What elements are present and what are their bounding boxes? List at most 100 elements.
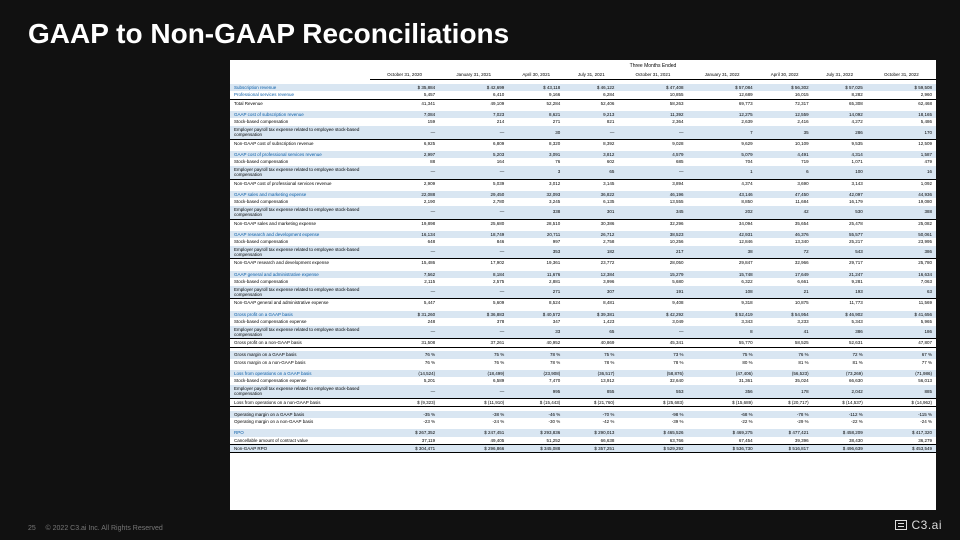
cell-value: 76 %: [370, 351, 439, 358]
column-header: July 31, 2022: [813, 70, 867, 80]
cell-value: 15,279: [618, 271, 687, 278]
cell-value: 553: [618, 385, 687, 398]
cell-value: 12,689: [688, 91, 757, 99]
cell-value: 2,364: [618, 118, 687, 125]
logo-text: C3.ai: [911, 518, 942, 532]
cell-value: 9,629: [688, 139, 757, 147]
cell-value: 21: [757, 286, 813, 299]
cell-value: 29,847: [688, 259, 757, 267]
cell-value: $ 40,572: [508, 311, 564, 318]
cell-value: 4,491: [757, 151, 813, 158]
cell-value: —: [439, 126, 508, 139]
row-label: Loss from operations on a non-GAAP basis: [230, 398, 370, 406]
cell-value: 386: [813, 326, 867, 339]
cell-value: $ 267,352: [370, 429, 439, 436]
cell-value: 7,063: [867, 278, 936, 285]
table-row: Gross margin on a non-GAAP basis76 %76 %…: [230, 359, 936, 366]
cell-value: $ 36,883: [439, 311, 508, 318]
cell-value: 1,071: [813, 158, 867, 165]
cell-value: 8,621: [508, 111, 564, 118]
logo-icon: [895, 520, 907, 530]
page-number: 25: [28, 525, 36, 532]
cell-value: 76 %: [439, 359, 508, 366]
cell-value: 75 %: [688, 351, 757, 358]
cell-value: 22,088: [370, 191, 439, 198]
cell-value: 63,766: [618, 437, 687, 445]
row-label: Employer payroll tax expense related to …: [230, 246, 370, 259]
cell-value: 2,575: [439, 278, 508, 285]
cell-value: 271: [508, 286, 564, 299]
row-label: GAAP general and administrative expense: [230, 271, 370, 278]
cell-value: 77 %: [867, 359, 936, 366]
table-row: GAAP cost of subscription revenue7,0847,…: [230, 111, 936, 118]
cell-value: $ 465,526: [618, 429, 687, 436]
row-label: Total Revenue: [230, 99, 370, 107]
cell-value: 16,134: [370, 231, 439, 238]
cell-value: 9,028: [618, 139, 687, 147]
cell-value: 6: [757, 166, 813, 179]
cell-value: 17,649: [757, 271, 813, 278]
cell-value: 885: [867, 385, 936, 398]
cell-value: 193: [813, 286, 867, 299]
cell-value: 8,392: [564, 139, 618, 147]
cell-value: 170: [867, 126, 936, 139]
cell-value: 14,092: [813, 111, 867, 118]
row-label: Stock-based compensation: [230, 158, 370, 165]
cell-value: $ (15,689): [688, 398, 757, 406]
cell-value: 32,966: [757, 259, 813, 267]
cell-value: —: [439, 286, 508, 299]
cell-value: 65: [564, 326, 618, 339]
cell-value: 347: [508, 318, 564, 325]
cell-value: $ 296,866: [439, 445, 508, 453]
cell-value: 31,508: [370, 339, 439, 347]
cell-value: 76 %: [757, 351, 813, 358]
cell-value: $ 59,508: [867, 84, 936, 91]
row-label: Loss from operations on a GAAP basis: [230, 370, 370, 377]
cell-value: 39,396: [757, 437, 813, 445]
cell-value: —: [439, 206, 508, 219]
cell-value: $ 529,292: [618, 445, 687, 453]
cell-value: —: [618, 166, 687, 179]
cell-value: $ 57,084: [688, 84, 757, 91]
cell-value: -39 %: [618, 418, 687, 425]
cell-value: 2,997: [370, 151, 439, 158]
cell-value: 543: [813, 246, 867, 259]
cell-value: 30: [508, 126, 564, 139]
cell-value: 76: [508, 158, 564, 165]
cell-value: -38 %: [439, 411, 508, 418]
cell-value: —: [439, 385, 508, 398]
cell-value: 41,341: [370, 99, 439, 107]
cell-value: 6,661: [757, 278, 813, 285]
cell-value: $ 345,088: [508, 445, 564, 453]
cell-value: 19,898: [370, 219, 439, 227]
cell-value: —: [370, 246, 439, 259]
cell-value: 8,850: [688, 198, 757, 205]
cell-value: 6,135: [564, 198, 618, 205]
cell-value: 36,822: [564, 191, 618, 198]
table-row: Gross profit on a GAAP basis$ 31,260$ 36…: [230, 311, 936, 318]
cell-value: 3,812: [564, 151, 618, 158]
cell-value: $ 39,381: [564, 311, 618, 318]
cell-value: 17,902: [439, 259, 508, 267]
table-row: Stock-based compensation8816476602685704…: [230, 158, 936, 165]
cell-value: 9,535: [813, 139, 867, 147]
cell-value: 10,875: [757, 299, 813, 307]
cell-value: 63: [867, 286, 936, 299]
cell-value: 3,690: [757, 179, 813, 187]
cell-value: 3,233: [757, 318, 813, 325]
cell-value: -115 %: [867, 411, 936, 418]
cell-value: 44,936: [867, 191, 936, 198]
cell-value: 248: [370, 318, 439, 325]
cell-value: 3,143: [813, 179, 867, 187]
cell-value: 49,109: [439, 99, 508, 107]
cell-value: 15,486: [370, 259, 439, 267]
column-header: April 30, 2021: [508, 70, 564, 80]
cell-value: 3,894: [618, 179, 687, 187]
cell-value: 164: [439, 158, 508, 165]
cell-value: 13,340: [757, 238, 813, 245]
column-header: April 30, 2022: [757, 70, 813, 80]
cell-value: 12,384: [564, 271, 618, 278]
cell-value: 11,569: [867, 299, 936, 307]
cell-value: $ (25,683): [618, 398, 687, 406]
cell-value: 12,846: [688, 238, 757, 245]
